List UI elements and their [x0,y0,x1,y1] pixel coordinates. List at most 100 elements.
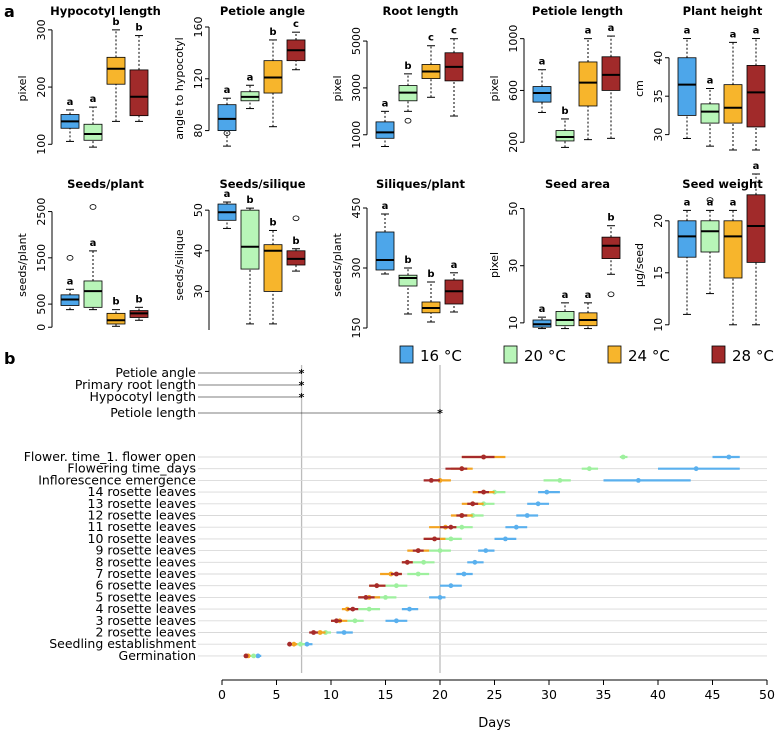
y-tick-label: 120 [192,68,205,89]
median-dot-20C [421,559,427,565]
box-28C: b [129,294,149,321]
starred-trait: Hypocotyl length * [90,389,305,404]
outlier-point [607,291,615,298]
median-dot-24C [317,630,323,635]
box-16C: a [60,255,80,311]
box-16C: a [677,197,697,315]
panel-title: Seed area [545,177,610,191]
y-tick-label: 10 [507,316,520,330]
median-dot-28C [481,489,486,495]
y-tick-label: 1500 [35,244,48,272]
box-24C: b [421,269,441,323]
median-dot-16C [472,559,478,565]
trait-label: 2 rosette leaves [95,625,196,640]
timeline-row: 10 rosette leaves [88,531,767,546]
timeline-row: 12 rosette leaves [88,508,767,523]
starred-trait: Petiole length * [110,405,443,420]
y-tick-label: 450 [350,198,363,219]
panel-b-label: b [4,349,15,368]
y-tick-label: 300 [350,258,363,279]
median-dot-28C [428,478,434,483]
star-marker: * [437,407,443,420]
box-28C: a [746,26,766,151]
y-tick-label: 50 [507,202,520,216]
box-iqr [375,121,395,139]
y-tick-label: 5000 [350,27,363,55]
significance-letter: b [135,294,142,305]
y-tick-label: 0 [35,324,48,331]
significance-letter: a [224,189,231,200]
trait-label: 14 rosette leaves [88,484,196,499]
panel-title: Seeds/plant [67,177,144,191]
median-dot-28C [448,524,454,530]
box-24C: a [723,197,743,326]
significance-letter: a [753,26,760,37]
box-24C: a [723,29,743,151]
y-axis-label: cm [633,80,646,97]
median-dot-16C [437,595,443,600]
box-iqr [83,123,103,141]
x-tick-label: 10 [323,687,339,702]
outlier-point [223,130,231,136]
significance-letter: a [562,290,569,301]
y-tick-label: 600 [507,80,520,101]
median-dot-28C [350,606,356,612]
box-iqr [286,250,306,266]
median-dot-16C [394,618,399,624]
median-dot-16C [341,630,347,635]
significance-letter: a [585,26,592,37]
boxplot-2: Root length 1000 3000 5000 pixel a b c c [331,4,464,149]
significance-letter: a [707,76,714,87]
y-tick-label: 50 [192,203,205,217]
box-iqr [723,84,743,124]
timeline-row: Flowering time_days [67,461,767,476]
timeline-row: 14 rosette leaves [88,484,767,499]
outlier-point [66,255,74,261]
box-iqr [601,236,621,259]
x-axis-label: Days [478,716,511,731]
significance-letter: b [135,23,142,34]
outlier-point [292,215,300,222]
y-tick-label: 20 [652,214,665,228]
box-iqr [601,56,621,91]
box-28C: c [444,26,464,117]
y-tick-label: 150 [350,318,363,339]
star-marker: * [299,379,305,392]
y-tick-label: 30 [192,284,205,298]
y-axis-label: seeds/plant [16,232,29,296]
y-axis-label: seeds/plant [331,232,344,296]
timeline-row: Flower. time_1. flower open [24,449,767,464]
significance-letter: b [404,255,411,266]
box-20C: a [83,204,103,311]
median-dot-20C [366,606,372,612]
median-dot-28C [311,630,316,635]
box-28C: b [129,23,149,122]
y-tick-label: 3000 [350,74,363,102]
x-tick-label: 35 [596,687,612,702]
panel-title: Plant height [683,4,763,18]
significance-letter: a [585,290,592,301]
y-tick-label: 300 [35,19,48,40]
timeline-row: 7 rosette leaves [95,566,767,581]
x-tick-label: 45 [705,687,721,702]
box-24C: c [421,33,441,98]
significance-letter: c [293,19,299,30]
star-marker: * [299,391,305,404]
legend-item-24: 24 °C [607,345,670,365]
y-tick-label: 15 [652,266,665,280]
box-iqr [578,61,598,107]
significance-letter: b [292,236,299,247]
box-iqr [555,311,575,327]
box-20C: b [398,255,418,315]
outlier-point [706,197,714,203]
trait-label: Germination [119,648,196,663]
median-dot-28C [470,501,476,507]
outlier-point [404,117,412,124]
significance-letter: b [112,17,119,28]
median-dot-20C [557,478,563,483]
box-24C: b [263,27,283,128]
significance-letter: a [684,26,691,37]
starred-trait: Primary root length * [75,377,305,392]
